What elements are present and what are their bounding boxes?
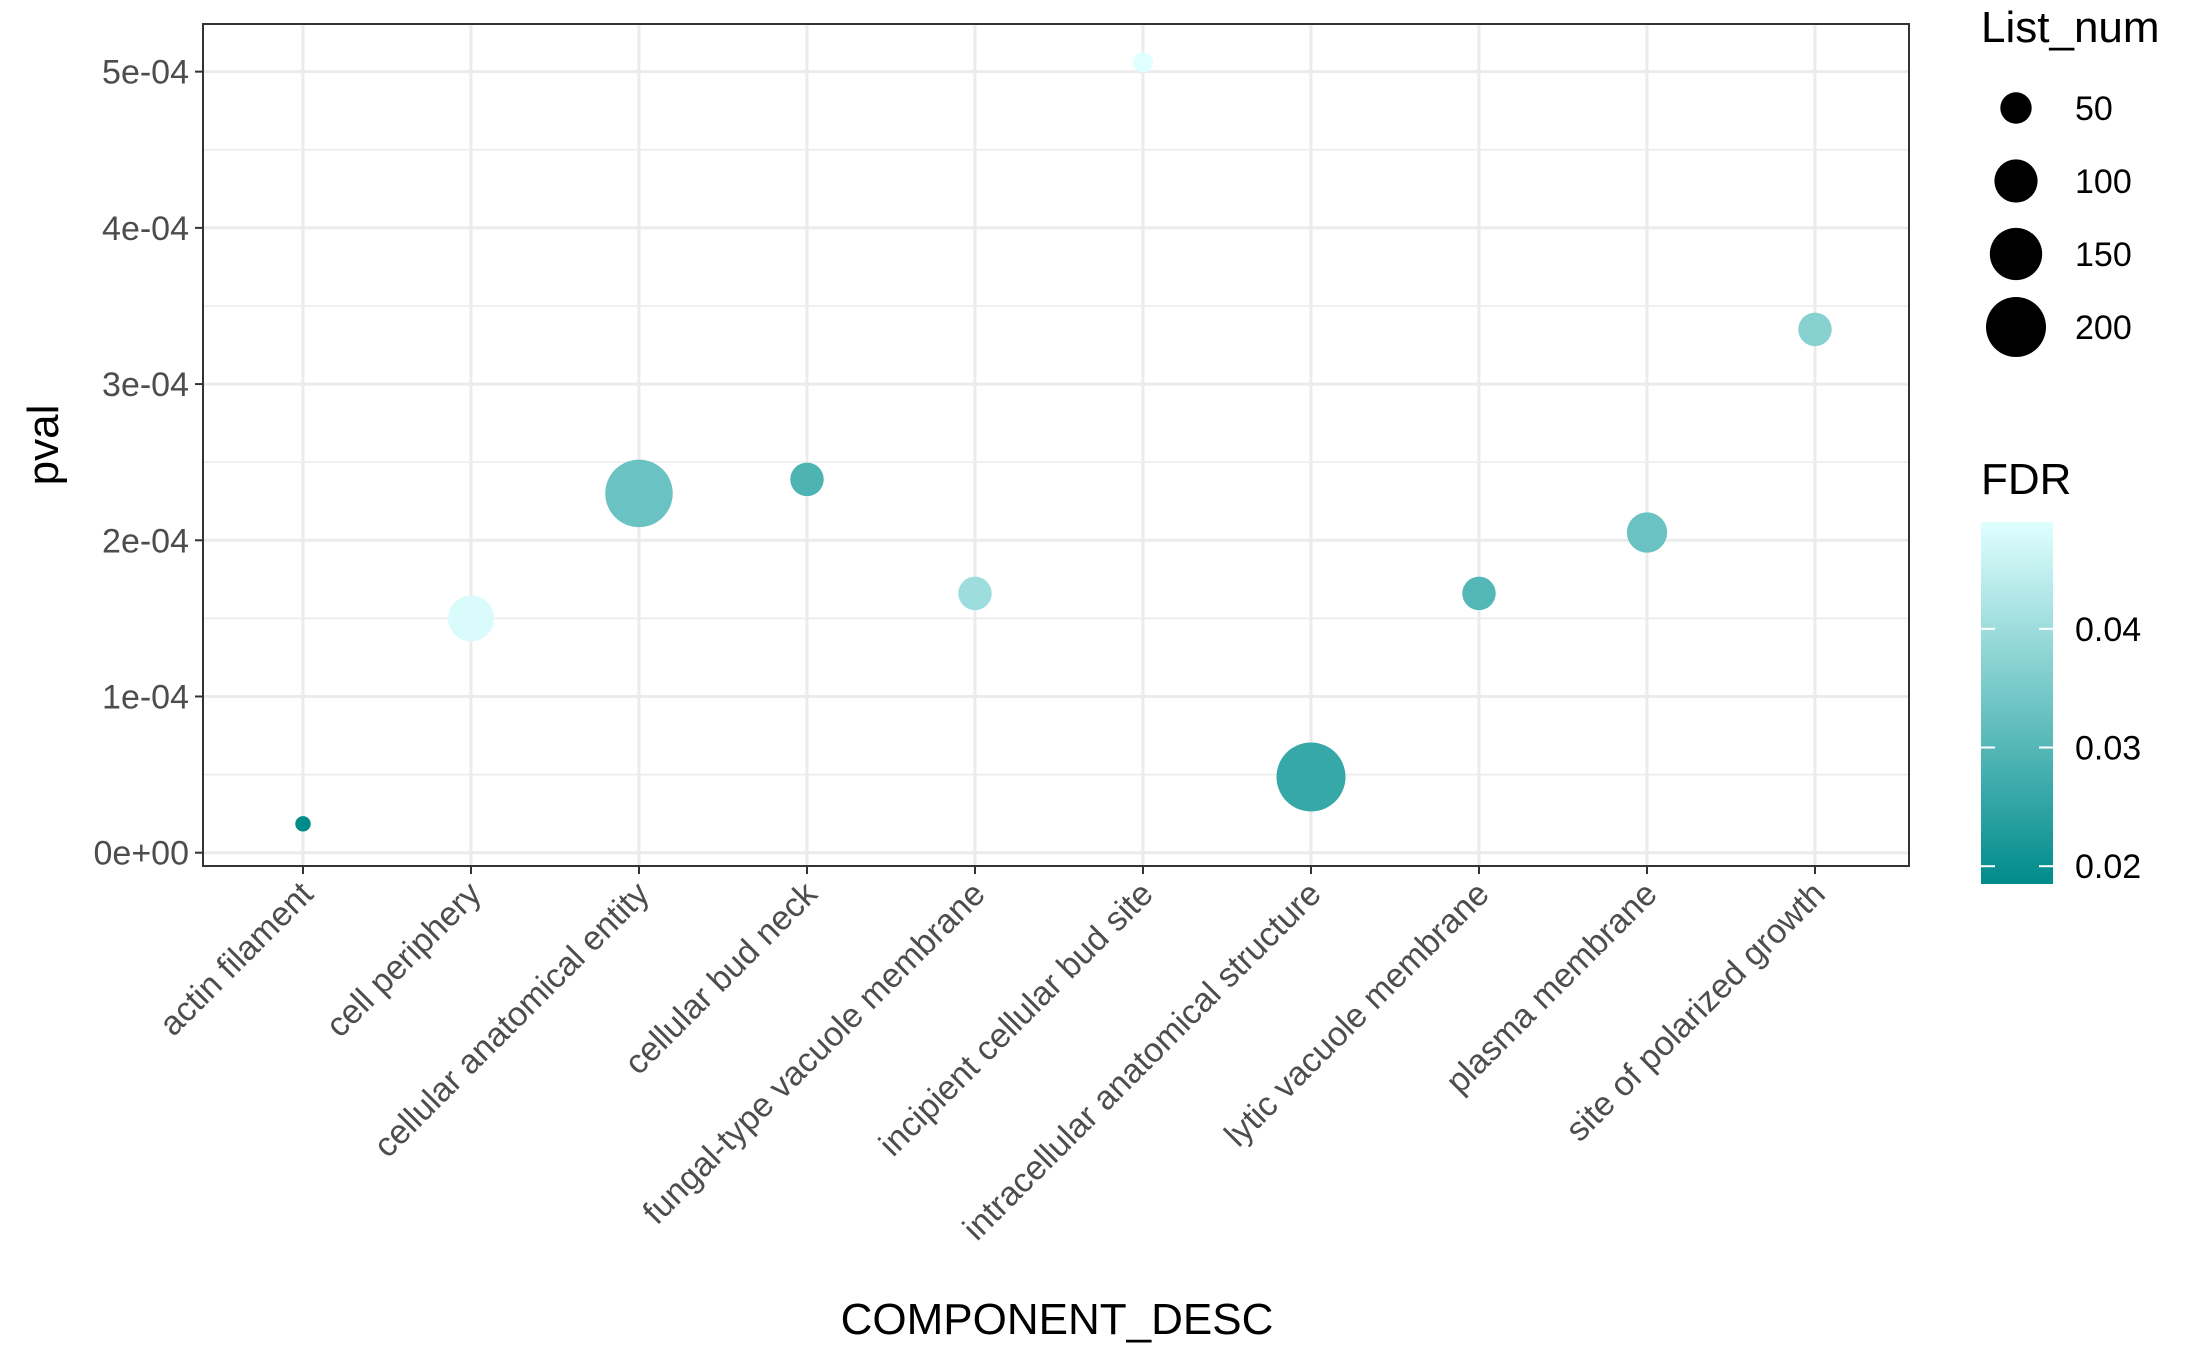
y-tick-label: 2e-04 <box>102 522 189 560</box>
size-legend-key <box>1985 296 2047 358</box>
data-point <box>1132 52 1154 73</box>
size-legend-label: 150 <box>2075 236 2132 274</box>
data-point <box>1462 576 1496 611</box>
y-tick-label: 4e-04 <box>102 210 189 248</box>
y-tick-label: 1e-04 <box>102 679 189 717</box>
y-tick-label: 5e-04 <box>102 54 189 92</box>
data-point <box>1626 512 1668 553</box>
data-point <box>790 462 824 497</box>
x-tick-label: fungal-type vacuole membrane <box>636 875 993 1232</box>
y-tick-label: 0e+00 <box>94 835 190 873</box>
plot-panel-border <box>202 23 1910 867</box>
fdr-colorbar <box>1981 522 2053 884</box>
colorbar-tick-label: 0.02 <box>2075 848 2141 886</box>
size-legend-label: 200 <box>2075 309 2132 347</box>
x-tick-label: cell periphery <box>319 875 489 1045</box>
data-point <box>958 576 992 611</box>
data-points <box>295 52 1832 832</box>
data-point <box>1276 742 1346 812</box>
plot-panel-background <box>203 24 1909 866</box>
color-legend: FDR 0.02 0.03 0.04 <box>1981 455 2141 886</box>
size-legend-key <box>1994 159 2038 203</box>
x-tick-label: actin filament <box>152 874 321 1043</box>
x-tick-label: incipient cellular bud site <box>872 875 1161 1164</box>
size-legend: List_num 50 100 150 200 <box>1981 3 2160 358</box>
data-point <box>295 816 311 832</box>
color-legend-title: FDR <box>1981 455 2071 504</box>
x-tick-label: intracellular anatomical structure <box>956 875 1329 1248</box>
data-point <box>448 595 494 642</box>
size-legend-key <box>2000 92 2032 124</box>
y-axis-title: pval <box>19 405 68 486</box>
size-legend-label: 100 <box>2075 163 2132 201</box>
x-tick-label: cellular anatomical entity <box>367 875 657 1165</box>
size-legend-key <box>1989 227 2043 281</box>
data-point <box>1798 312 1832 347</box>
colorbar-tick-label: 0.04 <box>2075 611 2141 649</box>
data-point <box>605 459 673 528</box>
size-legend-label: 50 <box>2075 90 2113 128</box>
colorbar-tick-label: 0.03 <box>2075 730 2141 768</box>
size-legend-title: List_num <box>1981 3 2160 52</box>
grid-lines <box>203 24 1909 866</box>
y-tick-label: 3e-04 <box>102 366 189 404</box>
x-axis-title: COMPONENT_DESC <box>841 1295 1274 1344</box>
